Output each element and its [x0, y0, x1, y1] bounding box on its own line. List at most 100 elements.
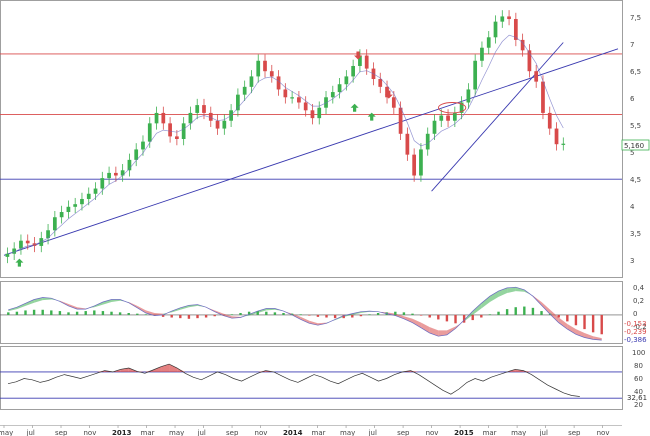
- macd-histogram-bar: [204, 314, 208, 318]
- x-tick-label: jul: [539, 429, 548, 436]
- macd-histogram-bar: [411, 313, 414, 315]
- macd-ribbon-segment: [111, 299, 121, 303]
- macd-ribbon-segment: [223, 313, 232, 319]
- macd-ribbon-segment: [515, 287, 525, 292]
- macd-histogram-bar: [67, 312, 70, 315]
- macd-value-label: -0,386: [624, 336, 647, 344]
- candle-body: [473, 60, 478, 90]
- candle-body: [337, 84, 342, 93]
- macd-histogram-bar: [540, 311, 543, 315]
- candle-body: [446, 115, 450, 121]
- macd-y-tick: -0,2: [633, 323, 647, 331]
- macd-y-tick: 0,2: [633, 297, 644, 305]
- candle-body: [276, 76, 281, 90]
- macd-ribbon-segment: [429, 327, 439, 337]
- rsi-overbought-fill: [152, 366, 162, 372]
- macd-ribbon-segment: [403, 316, 413, 323]
- macd-histogram-bar: [273, 312, 277, 315]
- candle-body: [127, 159, 132, 171]
- macd-ribbon-segment: [550, 309, 559, 323]
- trendline: [431, 42, 564, 192]
- macd-histogram-bar: [583, 314, 586, 330]
- macd-ribbon-segment: [593, 336, 602, 341]
- candle-body: [120, 170, 125, 176]
- x-tick-label: may: [511, 429, 526, 436]
- candle-body: [19, 240, 23, 249]
- candle-body: [439, 115, 444, 121]
- arrow-down-icon: [354, 51, 363, 60]
- rsi-line: [7, 363, 580, 397]
- macd-histogram-bar: [497, 311, 500, 315]
- price-y-tick: 5,5: [630, 122, 641, 130]
- x-tick-label: 2013: [112, 429, 132, 436]
- candle-body: [263, 60, 267, 72]
- macd-histogram-bar: [316, 314, 320, 317]
- macd-value-label: -0,239: [624, 328, 647, 336]
- macd-histogram-bar: [402, 312, 406, 315]
- candle-body: [561, 143, 566, 145]
- macd-ribbon-segment: [34, 297, 43, 303]
- price-y-tick: 6: [630, 95, 635, 103]
- macd-histogram-bar: [454, 314, 457, 324]
- candle-body: [554, 128, 559, 145]
- macd-histogram-bar: [247, 311, 251, 315]
- macd-ribbon-segment: [507, 287, 516, 294]
- macd-histogram-bar: [213, 314, 216, 317]
- macd-histogram-bar: [325, 314, 328, 318]
- price-y-tick: 4: [630, 203, 635, 211]
- candle-body: [351, 65, 356, 77]
- macd-line: [8, 286, 602, 341]
- candle-body: [195, 105, 200, 113]
- candle-body: [303, 102, 308, 111]
- macd-histogram-bar: [32, 309, 36, 315]
- macd-ribbon-segment: [102, 299, 112, 305]
- candle-body: [168, 123, 172, 137]
- macd-histogram-bar: [24, 310, 27, 315]
- macd-ribbon-segment: [309, 320, 318, 326]
- price-y-tick: 7: [630, 41, 634, 49]
- macd-histogram-bar: [7, 312, 10, 315]
- macd-histogram-bar: [419, 314, 423, 316]
- macd-histogram-bar: [93, 310, 96, 315]
- candle-body: [66, 206, 71, 213]
- price-y-tick: 5: [630, 149, 634, 157]
- macd-histogram-bar: [282, 313, 285, 315]
- macd-ribbon-segment: [137, 305, 146, 313]
- candle-body: [513, 19, 518, 40]
- candle-body: [208, 112, 213, 121]
- candle-body: [141, 141, 145, 150]
- rsi-panel: [0, 346, 623, 410]
- candle-body: [181, 123, 186, 139]
- macd-histogram-bar: [239, 313, 242, 315]
- macd-histogram-bar: [179, 314, 182, 319]
- candle-body: [46, 230, 50, 239]
- macd-histogram-bar: [514, 307, 517, 315]
- candle-body: [249, 76, 254, 87]
- candle-body: [486, 37, 491, 48]
- x-tick-label: may: [0, 429, 13, 436]
- price-y-tick: 4,5: [630, 176, 641, 184]
- macd-histogram-bar: [574, 314, 578, 326]
- x-tick-label: mar: [312, 429, 326, 436]
- candle-body: [242, 86, 247, 95]
- candle-body: [290, 97, 294, 99]
- candle-body: [324, 97, 328, 108]
- x-tick-label: jul: [26, 429, 35, 436]
- macd-histogram-bar: [136, 313, 139, 315]
- candle-body: [378, 79, 383, 87]
- macd-histogram-bar: [50, 310, 53, 315]
- macd-histogram-bar: [170, 314, 173, 318]
- macd-histogram-bar: [299, 314, 302, 315]
- macd-ribbon-segment: [16, 303, 26, 310]
- rsi-y-tick: 100: [632, 349, 645, 357]
- rsi-y-tick: 80: [634, 362, 643, 370]
- x-tick-label: may: [340, 429, 355, 436]
- macd-histogram-bar: [265, 311, 268, 315]
- macd-histogram-bar: [488, 314, 492, 315]
- trendline: [3, 48, 619, 256]
- candle-body: [317, 107, 322, 119]
- macd-ribbon-segment: [438, 330, 447, 337]
- macd-ribbon-segment: [446, 326, 456, 335]
- macd-histogram-bar: [161, 314, 165, 317]
- rsi-y-tick: 60: [634, 375, 643, 383]
